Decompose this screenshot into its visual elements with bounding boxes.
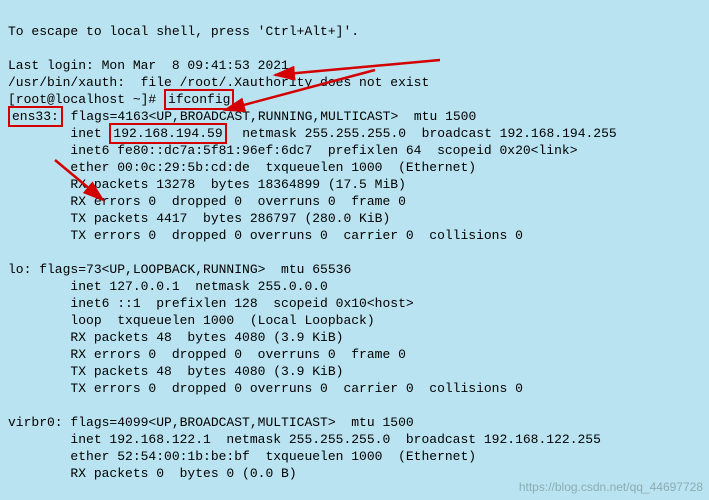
iface-name-ens33: ens33: <box>8 106 63 127</box>
lo-line7: TX packets 48 bytes 4080 (3.9 KiB) <box>8 364 343 379</box>
command-ifconfig: ifconfig <box>164 89 234 110</box>
lo-line6: RX errors 0 dropped 0 overruns 0 frame 0 <box>8 347 406 362</box>
virbr0-line2: inet 192.168.122.1 netmask 255.255.255.0… <box>8 432 601 447</box>
ens33-line3: inet6 fe80::dc7a:5f81:96ef:6dc7 prefixle… <box>8 143 578 158</box>
lo-line3: inet6 ::1 prefixlen 128 scopeid 0x10<hos… <box>8 296 414 311</box>
lo-line2: inet 127.0.0.1 netmask 255.0.0.0 <box>8 279 328 294</box>
virbr0-line4: RX packets 0 bytes 0 (0.0 B) <box>8 466 297 481</box>
ens33-line4: ether 00:0c:29:5b:cd:de txqueuelen 1000 … <box>8 160 476 175</box>
xauth-warning: /usr/bin/xauth: file /root/.Xauthority d… <box>8 75 429 90</box>
ens33-line7: TX packets 4417 bytes 286797 (280.0 KiB) <box>8 211 390 226</box>
terminal-output: To escape to local shell, press 'Ctrl+Al… <box>0 0 709 488</box>
escape-hint: To escape to local shell, press 'Ctrl+Al… <box>8 24 359 39</box>
lo-line4: loop txqueuelen 1000 (Local Loopback) <box>8 313 375 328</box>
shell-prompt: [root@localhost ~]# <box>8 92 164 107</box>
virbr0-line1: virbr0: flags=4099<UP,BROADCAST,MULTICAS… <box>8 415 414 430</box>
lo-line1: lo: flags=73<UP,LOOPBACK,RUNNING> mtu 65… <box>8 262 351 277</box>
lo-line5: RX packets 48 bytes 4080 (3.9 KiB) <box>8 330 343 345</box>
last-login: Last login: Mon Mar 8 09:41:53 2021 <box>8 58 289 73</box>
virbr0-line3: ether 52:54:00:1b:be:bf txqueuelen 1000 … <box>8 449 476 464</box>
ens33-line5: RX packets 13278 bytes 18364899 (17.5 Mi… <box>8 177 406 192</box>
ens33-line6: RX errors 0 dropped 0 overruns 0 frame 0 <box>8 194 406 209</box>
ens33-inet-prefix: inet <box>8 126 109 141</box>
ens33-flags: flags=4163<UP,BROADCAST,RUNNING,MULTICAS… <box>63 109 476 124</box>
ens33-ip: 192.168.194.59 <box>109 123 226 144</box>
lo-line8: TX errors 0 dropped 0 overruns 0 carrier… <box>8 381 523 396</box>
ens33-line8: TX errors 0 dropped 0 overruns 0 carrier… <box>8 228 523 243</box>
ens33-inet-rest: netmask 255.255.255.0 broadcast 192.168.… <box>227 126 617 141</box>
watermark: https://blog.csdn.net/qq_44697728 <box>519 479 703 496</box>
